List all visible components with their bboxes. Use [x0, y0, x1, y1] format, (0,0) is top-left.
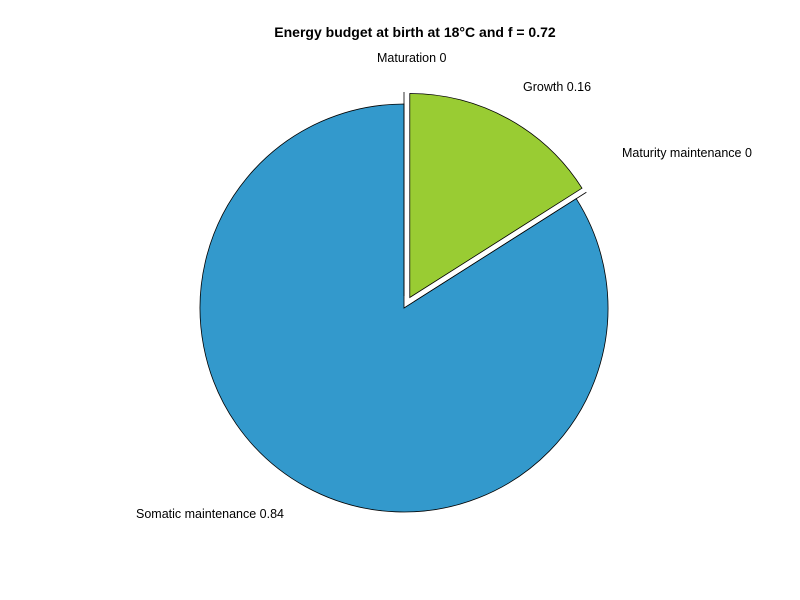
chart-title: Energy budget at birth at 18°C and f = 0… [274, 24, 556, 40]
pie-slice-somatic [199, 103, 609, 513]
pie-slice-maturity-label: Maturity maintenance 0 [622, 146, 752, 160]
pie-slice-growth-label: Growth 0.16 [523, 80, 591, 94]
pie-slice-maturation-label: Maturation 0 [377, 51, 447, 65]
pie-slice-somatic-label: Somatic maintenance 0.84 [136, 507, 284, 521]
pie-slice-growth [409, 93, 583, 299]
